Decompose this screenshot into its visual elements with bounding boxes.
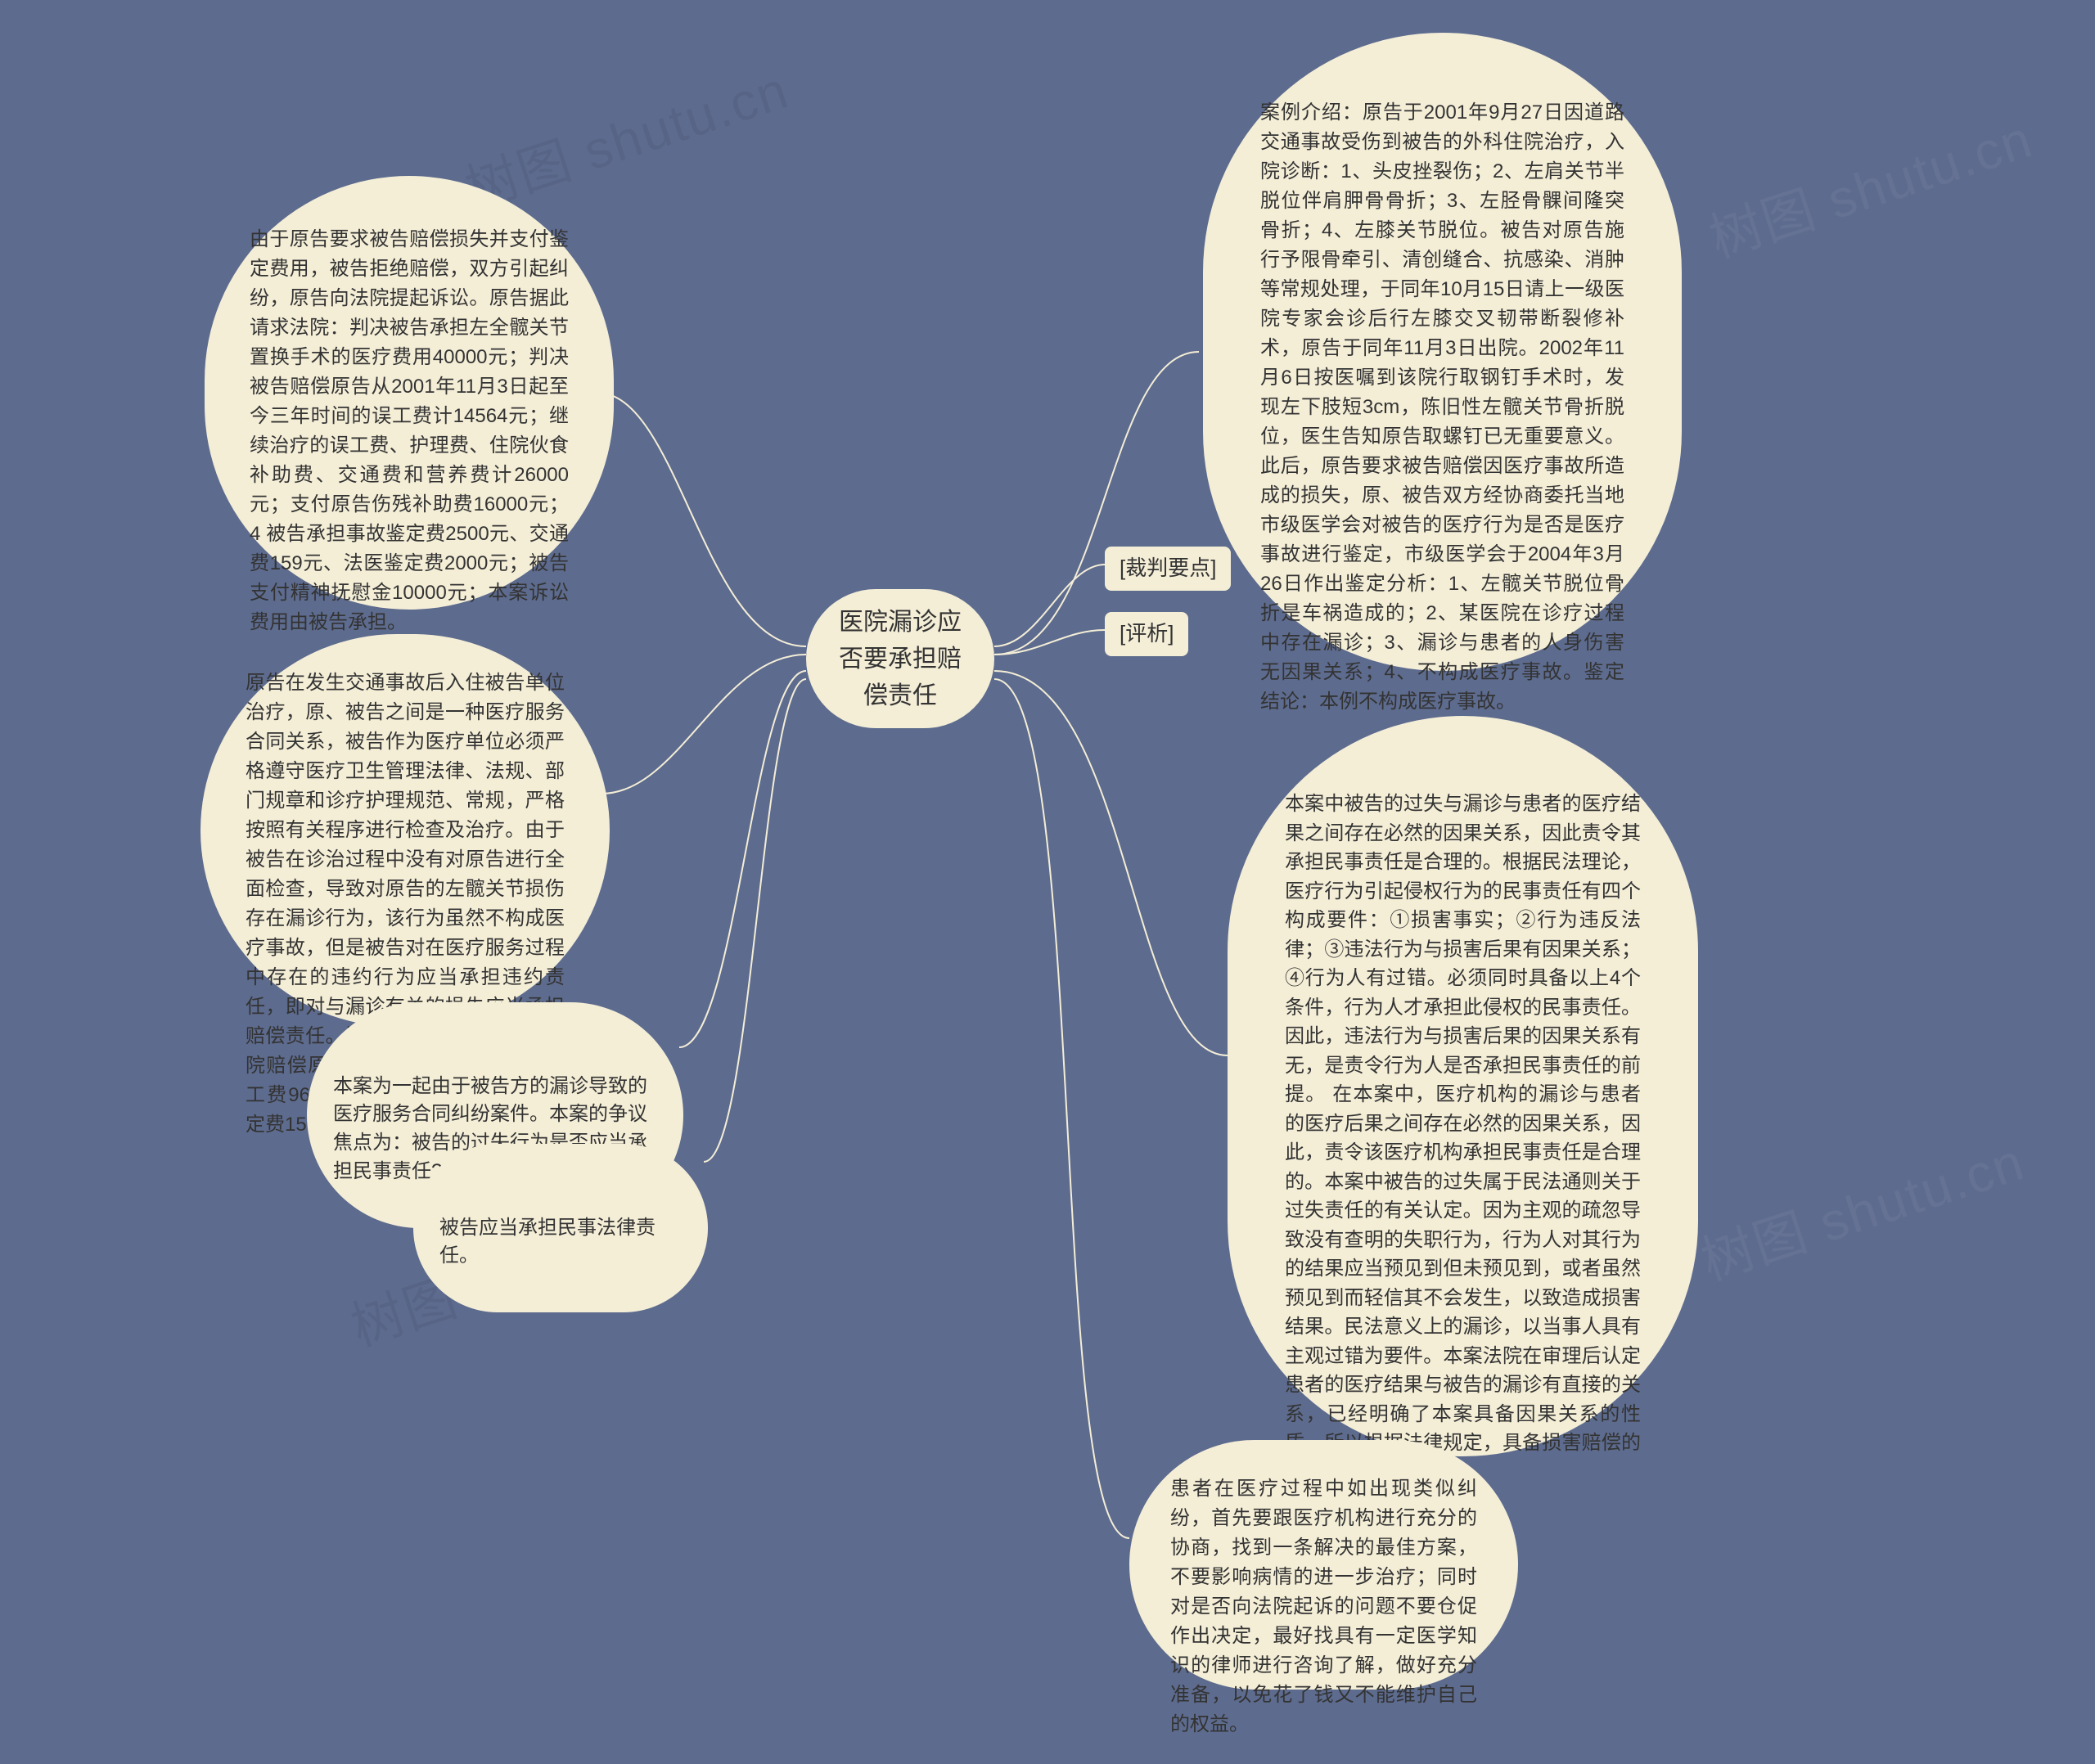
watermark: 树图 shutu.cn bbox=[1691, 1120, 2033, 1295]
center-title: 医院漏诊应否要承担赔偿责任 bbox=[839, 604, 962, 714]
node-case-intro[interactable]: 案例介绍：原告于2001年9月27日因道路交通事故受伤到被告的外科住院治疗，入院… bbox=[1203, 33, 1682, 671]
node-conclusion[interactable]: 被告应当承担民事法律责任。 bbox=[413, 1144, 708, 1312]
center-node[interactable]: 医院漏诊应否要承担赔偿责任 bbox=[806, 589, 994, 728]
node-legal-analysis[interactable]: 本案中被告的过失与漏诊与患者的医疗结果之间存在必然的因果关系，因此责令其承担民事… bbox=[1228, 716, 1698, 1456]
node-court-finding[interactable]: 原告在发生交通事故后入住被告单位治疗，原、被告之间是一种医疗服务合同关系，被告作… bbox=[200, 634, 610, 1027]
node-plaintiff-claims[interactable]: 由于原告要求被告赔偿损失并支付鉴定费用，被告拒绝赔偿，双方引起纠纷，原告向法院提… bbox=[205, 176, 614, 610]
node-patient-advice[interactable]: 患者在医疗过程中如出现类似纠纷，首先要跟医疗机构进行充分的协商，找到一条解决的最… bbox=[1129, 1440, 1518, 1690]
watermark: 树图 shutu.cn bbox=[1699, 97, 2041, 272]
tag-analysis[interactable]: [评析] bbox=[1105, 612, 1188, 656]
tag-judgment-points[interactable]: [裁判要点] bbox=[1105, 547, 1231, 591]
watermark: 树图 shutu.cn bbox=[455, 48, 797, 223]
